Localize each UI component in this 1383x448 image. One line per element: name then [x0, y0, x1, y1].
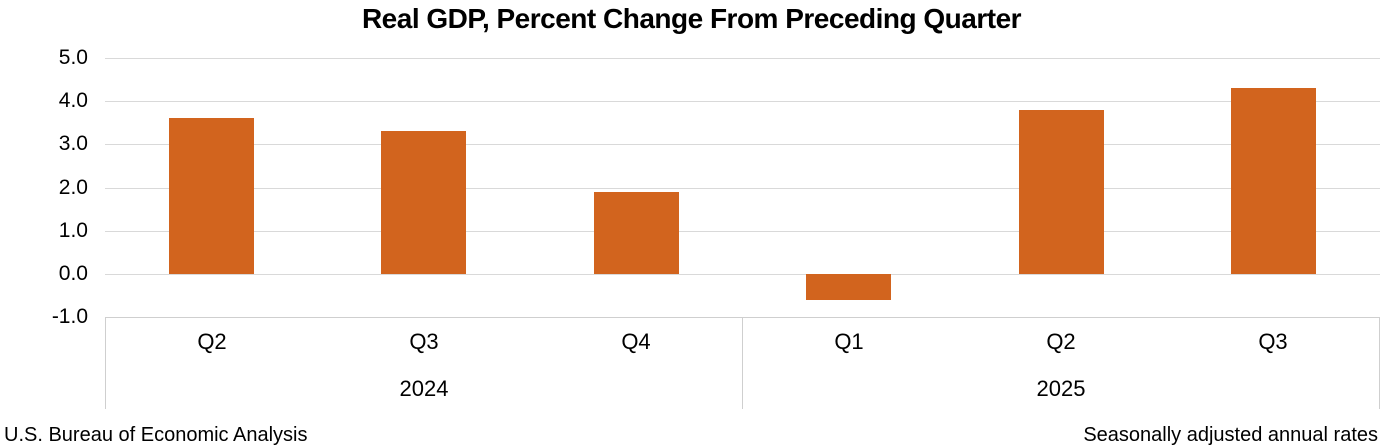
x-axis: Q2 Q3 Q4 2024 Q1 Q2 Q3 2025 — [105, 317, 1380, 409]
gridline — [105, 230, 1380, 232]
adjustment-note: Seasonally adjusted annual rates — [1083, 424, 1378, 446]
quarter-row: Q2 Q3 Q4 — [106, 318, 742, 364]
plot-area — [105, 58, 1380, 317]
year-group-2024: Q2 Q3 Q4 2024 — [106, 318, 742, 409]
quarter-row: Q1 Q2 Q3 — [743, 318, 1379, 364]
y-tick-label: 1.0 — [58, 218, 88, 242]
quarter-label: Q1 — [834, 329, 864, 354]
bar-q2-2024 — [168, 118, 254, 274]
y-tick-label: -1.0 — [51, 305, 88, 328]
y-tick-label: 4.0 — [58, 89, 88, 113]
y-tick-label: 5.0 — [58, 46, 88, 69]
bar-q1-2025 — [806, 273, 892, 300]
year-label: 2025 — [1036, 376, 1086, 401]
gridline — [105, 58, 1380, 59]
quarter-label: Q2 — [1046, 329, 1076, 354]
quarter-label: Q3 — [409, 329, 439, 354]
y-tick-label: 0.0 — [58, 261, 88, 285]
y-tick-label: 3.0 — [58, 132, 88, 156]
quarter-label: Q4 — [621, 329, 651, 354]
bar-q4-2024 — [593, 191, 679, 274]
gridline — [105, 101, 1380, 103]
quarter-label: Q3 — [1258, 329, 1288, 354]
source-note: U.S. Bureau of Economic Analysis — [4, 424, 308, 446]
chart-title: Real GDP, Percent Change From Preceding … — [361, 3, 1022, 34]
gridline — [105, 273, 1380, 275]
bar-q3-2025 — [1231, 88, 1317, 274]
gridline — [105, 144, 1380, 146]
y-tick-label: 2.0 — [58, 175, 88, 199]
year-label: 2024 — [399, 376, 449, 401]
year-group-2025: Q1 Q2 Q3 2025 — [742, 318, 1379, 409]
bar-q3-2024 — [381, 131, 467, 274]
y-axis: 5.0 4.0 3.0 2.0 1.0 0.0 -1.0 — [0, 46, 88, 328]
quarter-label: Q2 — [197, 329, 227, 354]
bar-q2-2025 — [1018, 109, 1104, 274]
gridline — [105, 187, 1380, 189]
